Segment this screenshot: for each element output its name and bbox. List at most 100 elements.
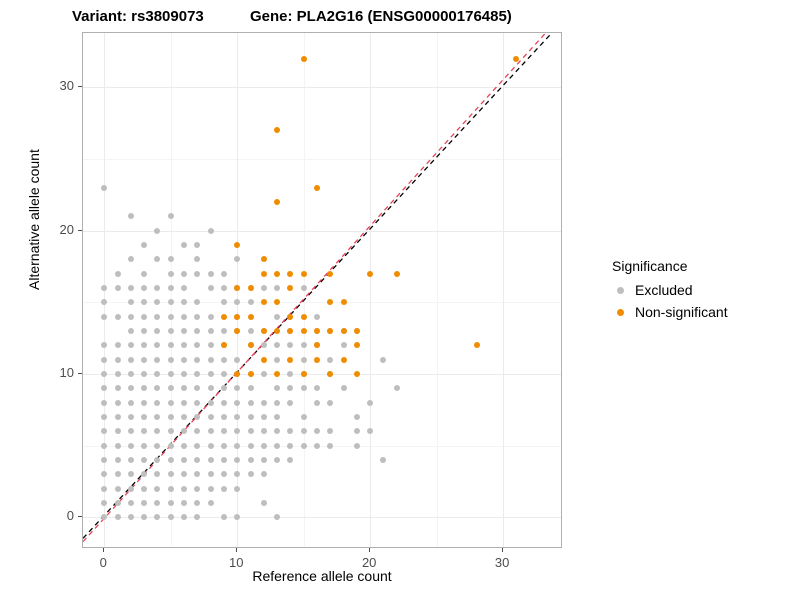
scatter-point (327, 328, 334, 335)
scatter-point (127, 342, 134, 349)
scatter-point (207, 356, 214, 363)
scatter-point (141, 342, 148, 349)
scatter-point (167, 356, 174, 363)
scatter-point (353, 414, 360, 421)
gridline (503, 33, 505, 547)
scatter-point (234, 285, 241, 292)
scatter-point (127, 328, 134, 335)
x-tick-mark (103, 548, 105, 552)
scatter-point (353, 428, 360, 435)
scatter-point (247, 414, 254, 421)
scatter-point (300, 270, 307, 277)
scatter-point (194, 342, 201, 349)
scatter-point (234, 385, 241, 392)
scatter-point (274, 127, 281, 134)
scatter-point (220, 299, 227, 306)
scatter-point (234, 485, 241, 492)
scatter-point (353, 442, 360, 449)
scatter-point (194, 328, 201, 335)
scatter-point (327, 299, 334, 306)
scatter-point (127, 385, 134, 392)
scatter-point (194, 500, 201, 507)
scatter-point (101, 342, 108, 349)
scatter-point (234, 371, 241, 378)
scatter-point (207, 485, 214, 492)
scatter-point (260, 256, 267, 263)
scatter-point (154, 457, 161, 464)
scatter-point (207, 399, 214, 406)
y-tick-mark (78, 516, 82, 518)
y-tick-mark (78, 373, 82, 375)
scatter-point (127, 457, 134, 464)
gridline (83, 445, 561, 447)
scatter-point (314, 399, 321, 406)
scatter-point (220, 485, 227, 492)
scatter-point (287, 428, 294, 435)
scatter-point (274, 514, 281, 521)
scatter-point (247, 399, 254, 406)
scatter-point (287, 385, 294, 392)
scatter-point (220, 428, 227, 435)
scatter-point (101, 471, 108, 478)
scatter-point (393, 270, 400, 277)
scatter-point (167, 457, 174, 464)
legend-item-label: Excluded (635, 282, 693, 298)
scatter-point (114, 313, 121, 320)
scatter-point (114, 285, 121, 292)
scatter-point (260, 428, 267, 435)
scatter-point (274, 442, 281, 449)
scatter-point (300, 313, 307, 320)
scatter-point (327, 356, 334, 363)
scatter-point (194, 514, 201, 521)
identity-line-black (83, 33, 553, 539)
gridline (370, 33, 372, 547)
scatter-point (154, 227, 161, 234)
scatter-point (167, 328, 174, 335)
scatter-point (274, 199, 281, 206)
scatter-point (167, 500, 174, 507)
scatter-point (194, 414, 201, 421)
scatter-point (260, 299, 267, 306)
scatter-point (247, 428, 254, 435)
scatter-point (220, 457, 227, 464)
scatter-point (101, 485, 108, 492)
legend-item[interactable]: Excluded (612, 279, 792, 301)
scatter-point (234, 471, 241, 478)
scatter-point (181, 471, 188, 478)
scatter-point (327, 442, 334, 449)
y-axis-title: Alternative allele count (26, 149, 42, 290)
scatter-point (274, 385, 281, 392)
scatter-point (247, 328, 254, 335)
scatter-point (340, 299, 347, 306)
scatter-point (194, 457, 201, 464)
scatter-point (367, 399, 374, 406)
scatter-point (141, 514, 148, 521)
scatter-point (260, 399, 267, 406)
scatter-point (101, 385, 108, 392)
scatter-point (314, 328, 321, 335)
scatter-point (247, 371, 254, 378)
scatter-point (207, 500, 214, 507)
y-tick-label: 30 (59, 78, 74, 94)
legend-items: Excluded Non-significant (612, 279, 792, 323)
scatter-point (141, 500, 148, 507)
scatter-point (473, 342, 480, 349)
scatter-point (300, 342, 307, 349)
scatter-point (141, 242, 148, 249)
scatter-point (353, 328, 360, 335)
scatter-point (247, 471, 254, 478)
scatter-point (300, 371, 307, 378)
scatter-point (287, 313, 294, 320)
scatter-point (194, 356, 201, 363)
gridline (83, 374, 561, 376)
scatter-point (127, 371, 134, 378)
scatter-point (220, 385, 227, 392)
scatter-point (194, 270, 201, 277)
scatter-point (207, 428, 214, 435)
scatter-point (274, 313, 281, 320)
scatter-point (181, 242, 188, 249)
scatter-point (274, 356, 281, 363)
scatter-point (327, 428, 334, 435)
legend-item[interactable]: Non-significant (612, 301, 792, 323)
scatter-point (393, 385, 400, 392)
